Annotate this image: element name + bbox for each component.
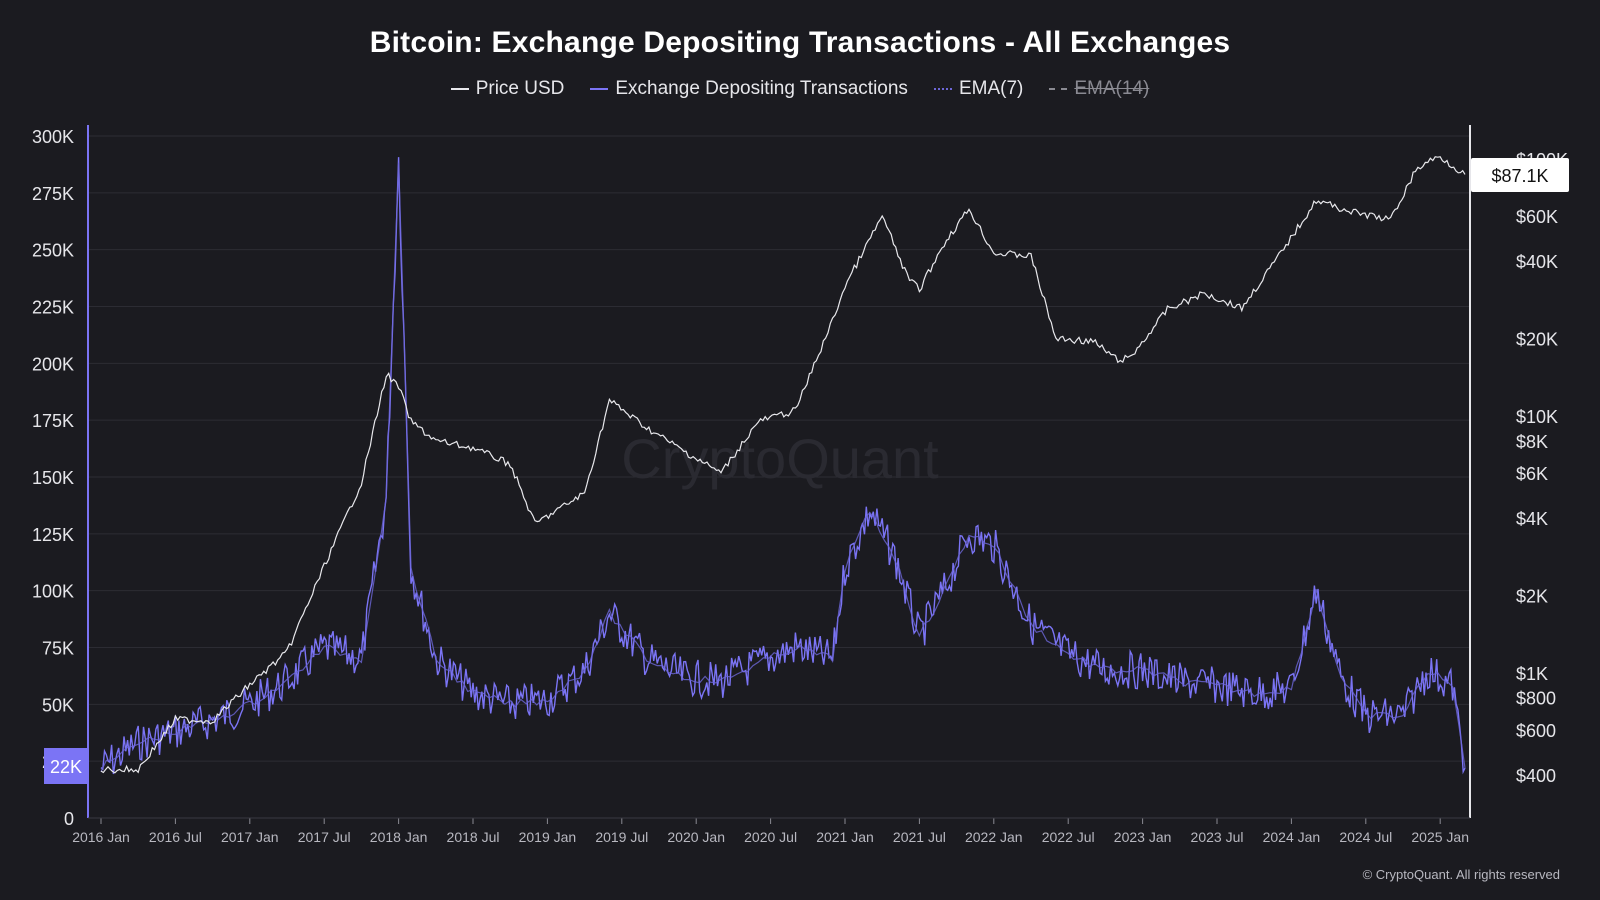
left-value-badge xyxy=(44,748,88,784)
right-value-badge xyxy=(1471,158,1569,192)
right-tick-label: $10K xyxy=(1516,407,1558,427)
left-tick-label: 175K xyxy=(32,411,74,431)
legend-item-ema14[interactable]: EMA(14) xyxy=(1049,78,1149,100)
legend: Price USD Exchange Depositing Transactio… xyxy=(0,78,1600,100)
x-tick-label: 2021 Jan xyxy=(816,829,874,845)
left-tick-label: 125K xyxy=(32,525,74,545)
left-axis-ticks: 025K50K75K100K125K150K175K200K225K250K27… xyxy=(32,127,74,829)
grid xyxy=(88,135,1470,762)
x-tick-label: 2019 Jan xyxy=(519,829,577,845)
left-tick-label: 250K xyxy=(32,241,74,261)
x-tick-label: 2023 Jan xyxy=(1114,829,1172,845)
left-tick-label: 300K xyxy=(32,127,74,147)
legend-swatch-deposits xyxy=(590,88,609,90)
x-tick-label: 2019 Jul xyxy=(595,829,648,845)
right-tick-label: $8K xyxy=(1516,432,1548,452)
x-axis-ticks: 2016 Jan 2016 Jul 2017 Jan 2017 Jul 2018 Jan… xyxy=(72,818,1469,845)
legend-item-ema7[interactable]: EMA(7) xyxy=(933,78,1024,100)
x-tick-label: 2021 Jul xyxy=(893,829,946,845)
x-tick-label: 2016 Jul xyxy=(149,829,202,845)
x-tick-label: 2020 Jan xyxy=(667,829,725,845)
left-tick-label: 75K xyxy=(42,639,74,659)
badges: 22K $87.1K xyxy=(44,158,1569,784)
legend-swatch-ema7 xyxy=(933,88,952,90)
x-tick-label: 2016 Jan xyxy=(72,829,130,845)
legend-swatch-price xyxy=(450,88,469,90)
chart-title: Bitcoin: Exchange Depositing Transaction… xyxy=(369,26,1231,59)
copyright-footer: © CryptoQuant. All rights reserved xyxy=(1362,867,1560,882)
right-tick-label: $4K xyxy=(1516,509,1548,529)
left-tick-label: 275K xyxy=(32,184,74,204)
right-axis-ticks: $400 $600 $800 $1K $2K $4K $6K $8K $10K $20K $40K $… xyxy=(1516,150,1568,786)
right-tick-label: $60K xyxy=(1516,207,1558,227)
x-tick-label: 2025 Jan xyxy=(1411,829,1469,845)
x-tick-label: 2023 Jul xyxy=(1191,829,1244,845)
x-tick-label: 2024 Jan xyxy=(1263,829,1321,845)
series-line-ema7 xyxy=(100,162,1466,772)
watermark: CryptoQuant xyxy=(621,427,939,490)
x-tick-label: 2018 Jul xyxy=(447,829,500,845)
right-tick-label: $40K xyxy=(1516,252,1558,272)
x-tick-label: 2017 Jan xyxy=(221,829,279,845)
left-value-badge-label: 22K xyxy=(50,757,82,777)
series-layer xyxy=(100,156,1466,775)
right-tick-label: $1K xyxy=(1516,664,1548,684)
right-value-badge-label: $87.1K xyxy=(1491,166,1548,186)
legend-item-price[interactable]: Price USD xyxy=(450,78,565,100)
right-tick-label: $6K xyxy=(1516,464,1548,484)
right-tick-label: $800 xyxy=(1516,689,1556,709)
left-tick-label: 200K xyxy=(32,354,74,374)
legend-label-ema7: EMA(7) xyxy=(958,78,1024,99)
legend-label-price: Price USD xyxy=(475,78,565,99)
series-line-deposits xyxy=(100,157,1466,775)
left-tick-label: 150K xyxy=(32,468,74,488)
left-tick-label: 50K xyxy=(42,695,74,715)
right-tick-label: $400 xyxy=(1516,766,1556,786)
left-tick-label: 225K xyxy=(32,298,74,318)
series-line-price xyxy=(100,156,1466,774)
left-tick-label: 0 xyxy=(64,809,74,829)
legend-swatch-ema14 xyxy=(1049,88,1068,90)
right-tick-label: $600 xyxy=(1516,721,1556,741)
x-tick-label: 2022 Jan xyxy=(965,829,1023,845)
legend-label-ema14: EMA(14) xyxy=(1074,78,1150,99)
legend-label-deposits: Exchange Depositing Transactions xyxy=(615,78,908,99)
x-tick-label: 2024 Jul xyxy=(1339,829,1392,845)
left-tick-label: 100K xyxy=(32,582,74,602)
axes xyxy=(87,125,1471,819)
x-tick-label: 2022 Jul xyxy=(1042,829,1095,845)
right-tick-label: $20K xyxy=(1516,330,1558,350)
right-tick-label: $2K xyxy=(1516,586,1548,606)
x-tick-label: 2020 Jul xyxy=(744,829,797,845)
x-tick-label: 2017 Jul xyxy=(298,829,351,845)
legend-item-deposits[interactable]: Exchange Depositing Transactions xyxy=(590,78,908,100)
x-tick-label: 2018 Jan xyxy=(370,829,428,845)
